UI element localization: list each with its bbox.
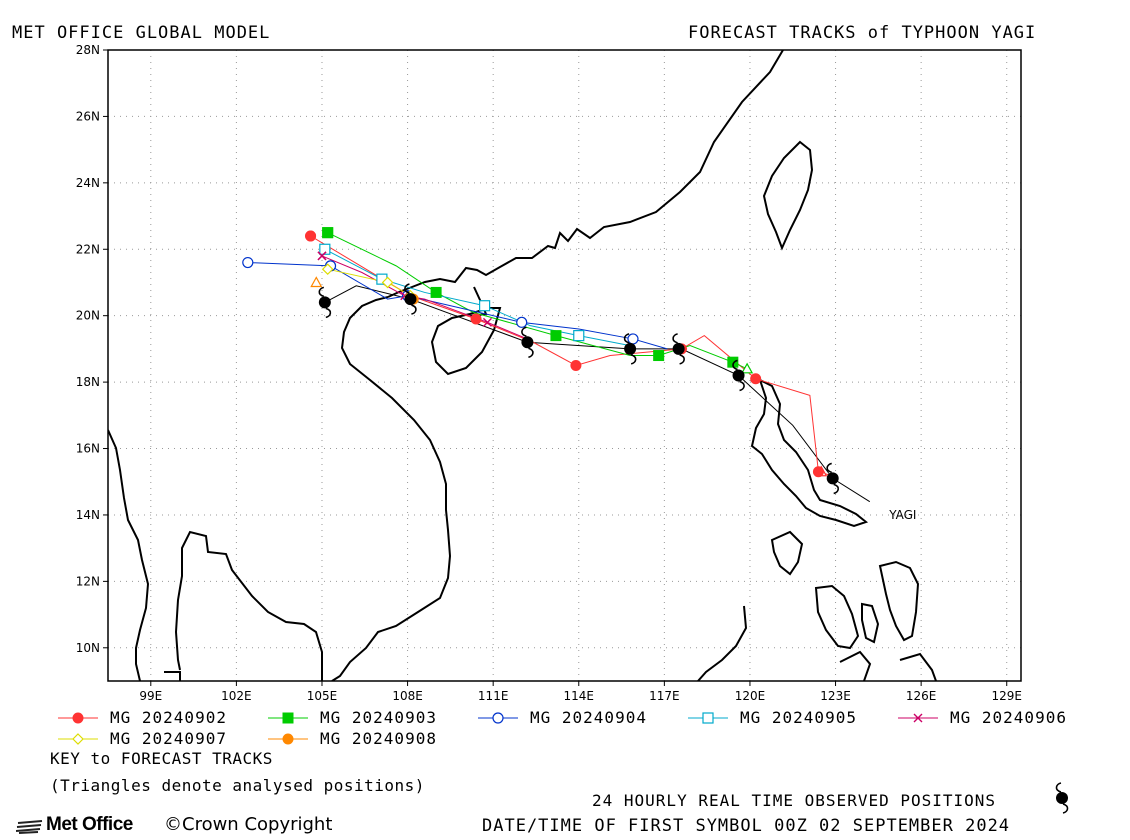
x-tick-label: 111E: [478, 689, 509, 703]
key-note: (Triangles denote analysed positions): [50, 776, 425, 795]
series-point: [750, 373, 762, 385]
series-point: [627, 333, 639, 345]
observed-positions-label: 24 HOURLY REAL TIME OBSERVED POSITIONS: [592, 791, 997, 810]
legend-label-20240908: MG 20240908: [320, 729, 437, 748]
observed-position-symbol: [404, 283, 417, 315]
observed-position-symbol: [826, 462, 839, 495]
series-point: [317, 251, 327, 261]
y-tick-label: 14N: [76, 508, 100, 522]
series-point: [573, 330, 585, 342]
legend-marker: [72, 712, 84, 724]
series-line-0: [310, 235, 830, 476]
x-tick-label: 102E: [221, 689, 252, 703]
y-tick-label: 24N: [76, 176, 100, 190]
datetime-label: DATE/TIME OF FIRST SYMBOL 00Z 02 SEPTEMB…: [482, 816, 1011, 836]
series-point: [812, 466, 824, 478]
plot-frame: [107, 49, 1022, 682]
series-point: [242, 256, 254, 269]
legend: [58, 712, 938, 745]
series-point: [305, 230, 317, 242]
copyright-text: ©Crown Copyright: [164, 814, 333, 835]
legend-marker: [72, 733, 84, 745]
legend-label-20240906: MG 20240906: [950, 708, 1067, 727]
x-tick-label: 120E: [735, 689, 766, 703]
analysed-triangle: [741, 362, 754, 374]
y-tick-label: 26N: [76, 109, 100, 123]
y-tick-label: 18N: [76, 375, 100, 389]
legend-label-20240907: MG 20240907: [110, 729, 227, 748]
legend-label-20240904: MG 20240904: [530, 708, 647, 727]
x-tick-label: 123E: [820, 689, 851, 703]
observed-position-symbol: [521, 326, 534, 359]
series-point: [516, 316, 528, 328]
y-tick-label: 22N: [76, 242, 100, 256]
coastline-map: [108, 50, 937, 681]
header-left-title: MET OFFICE GLOBAL MODEL: [12, 23, 271, 43]
series-line-2: [247, 262, 668, 350]
x-tick-label: 117E: [649, 689, 680, 703]
series-point: [479, 300, 491, 312]
met-office-logo-text: Met Office: [46, 814, 133, 835]
series-point: [653, 350, 665, 362]
met-office-logo-icon: [15, 819, 44, 834]
series-point: [470, 313, 482, 325]
series-point: [321, 263, 334, 276]
x-tick-label: 114E: [564, 689, 595, 703]
legend-label-20240903: MG 20240903: [320, 708, 437, 727]
observed-position-symbol: [732, 359, 745, 392]
observed-position-symbol: [318, 286, 332, 319]
series-point: [381, 276, 394, 289]
y-tick-label: 28N: [76, 43, 100, 57]
key-title: KEY to FORECAST TRACKS: [50, 749, 273, 768]
observed-position-symbol: [623, 333, 637, 365]
legend-marker: [282, 733, 294, 745]
observed-position-icon: [1055, 782, 1069, 814]
legend-label-20240905: MG 20240905: [740, 708, 857, 727]
x-tick-label: 126E: [906, 689, 937, 703]
header-right-title: FORECAST TRACKS of TYPHOON YAGI: [688, 23, 1037, 43]
legend-marker: [913, 713, 923, 723]
legend-marker: [702, 712, 714, 724]
y-tick-label: 16N: [76, 442, 100, 456]
legend-marker: [492, 712, 504, 724]
x-tick-label: 99E: [139, 689, 162, 703]
x-tick-label: 129E: [991, 689, 1022, 703]
met-office-logo: Met Office: [15, 814, 156, 838]
y-tick-label: 12N: [76, 574, 100, 588]
series-point: [570, 360, 582, 371]
y-tick-label: 10N: [76, 641, 100, 655]
series-line-1: [327, 232, 748, 370]
observed-position-symbol: [672, 333, 685, 365]
analysed-triangle: [310, 276, 323, 288]
series-point: [319, 243, 331, 255]
analysed-track-line: [324, 285, 871, 503]
y-tick-label: 20N: [76, 309, 100, 323]
legend-label-20240902: MG 20240902: [110, 708, 227, 727]
storm-label: YAGI: [888, 508, 916, 522]
observed-position-symbol: [1055, 782, 1069, 814]
grid: 99E 102E 105E 108E 111E 114E 117E 120E 123E 126E 1…: [76, 43, 1022, 703]
x-tick-label: 108E: [392, 689, 423, 703]
series-point: [430, 286, 442, 298]
series-point: [482, 317, 492, 327]
x-tick-label: 105E: [307, 689, 338, 703]
series-point: [550, 330, 562, 342]
legend-marker: [282, 712, 294, 724]
series-point: [322, 227, 334, 239]
